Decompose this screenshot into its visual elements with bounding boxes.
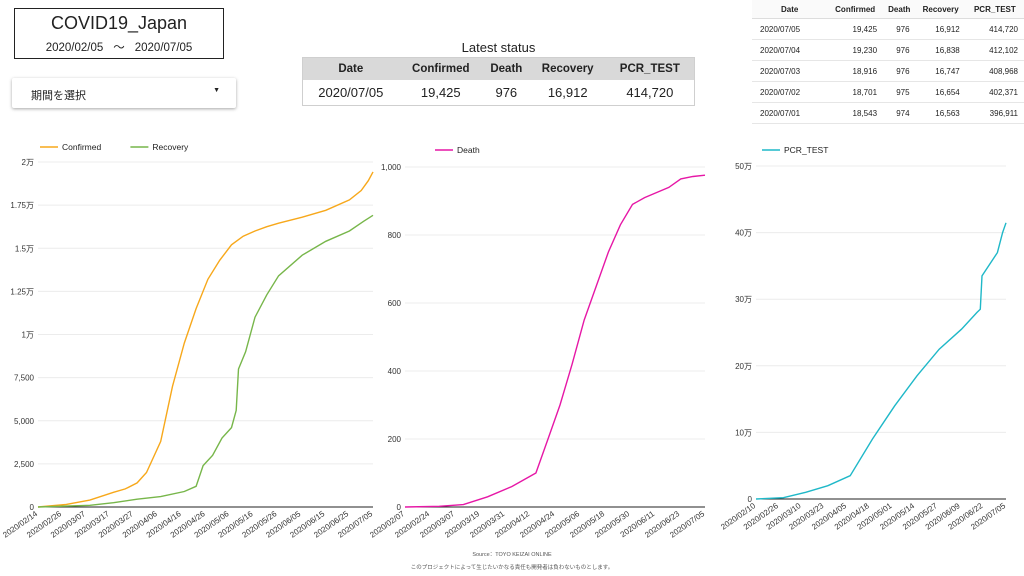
y-tick-label: 30万 [735,295,752,304]
cell-confirmed: 19,230 [827,39,884,61]
cell-recovery: 16,912 [915,18,966,40]
series-line-death[interactable] [404,174,706,508]
date-range: 2020/02/05 〜 2020/07/05 [15,39,223,55]
date-range-end: 2020/07/05 [134,42,193,54]
latest-status-table: Date Confirmed Death Recovery PCR_TEST 2… [302,57,695,106]
cell-date: 2020/07/04 [752,39,828,61]
y-tick-label: 800 [388,231,402,240]
y-tick-label: 2万 [22,158,34,167]
pcr-test-chart[interactable]: 010万20万30万40万50万2020/02/102020/02/262020… [712,128,1022,548]
y-tick-label: 200 [388,435,402,444]
dashboard-title: COVID19_Japan [50,13,188,33]
cell-pcr-test: 412,102 [965,39,1024,61]
y-tick-label: 1万 [22,331,34,340]
cell-recovery: 16,654 [915,81,966,103]
col-header-death[interactable]: Death [482,57,530,80]
cell-pcr-test: 408,968 [965,60,1024,82]
confirmed-recovery-chart[interactable]: 02,5005,0007,5001万1.25万1.5万1.75万2万2020/0… [0,128,374,548]
recent-col-pcr-test[interactable]: PCR_TEST [965,0,1024,19]
latest-pcr-test: 414,720 [626,85,674,100]
cell-confirmed: 18,543 [827,102,884,124]
cell-confirmed: 18,701 [827,81,884,103]
table-row: 2020/07/02 18,701 975 16,654 402,371 [752,81,1024,103]
y-tick-label: 7,500 [14,374,35,383]
recent-col-recovery[interactable]: Recovery [915,0,966,19]
cell-date: 2020/07/03 [752,60,828,82]
table-row: 2020/07/04 19,230 976 16,838 412,102 [752,39,1024,61]
footer-disclaimer: このプロジェクトによって生じたいかなる責任も開発者は負わないものとします。 [410,565,614,571]
date-range-start: 2020/02/05 [45,42,104,54]
date-range-selector[interactable]: 期間を選択 ▼ [12,78,236,108]
legend-label: Recovery [152,142,189,152]
y-tick-label: 600 [388,299,402,308]
y-tick-label: 5,000 [14,417,35,426]
cell-death: 976 [883,60,916,82]
recent-table-header-row: Date Confirmed Death Recovery PCR_TEST [752,0,1024,19]
table-row: 2020/07/03 18,916 976 16,747 408,968 [752,60,1024,82]
cell-confirmed: 18,916 [827,60,884,82]
legend-label: PCR_TEST [784,145,828,155]
recent-days-table: Date Confirmed Death Recovery PCR_TEST 2… [752,0,1024,124]
latest-status-header-row: Date Confirmed Death Recovery PCR_TEST [302,57,695,80]
y-tick-label: 20万 [735,362,752,371]
cell-confirmed: 19,425 [827,18,884,40]
cell-pcr-test: 396,911 [965,102,1024,124]
table-row: 2020/07/05 19,425 976 16,912 414,720 [752,18,1024,40]
footer-source: Source：TOYO KEIZAI ONLINE [472,552,552,558]
col-header-confirmed[interactable]: Confirmed [398,57,483,80]
cell-recovery: 16,563 [915,102,966,124]
dropdown-arrow-icon[interactable]: ▼ [213,87,220,94]
y-tick-label: 400 [388,367,402,376]
y-tick-label: 1.25万 [10,287,34,296]
y-tick-label: 0 [30,503,35,512]
cell-death: 974 [883,102,916,124]
cell-death: 976 [883,18,916,40]
cell-date: 2020/07/01 [752,102,828,124]
y-tick-label: 2,500 [14,460,35,469]
cell-death: 976 [883,39,916,61]
latest-recovery: 16,912 [547,85,588,100]
y-tick-label: 1,000 [381,163,402,172]
latest-status-row: 2020/07/05 19,425 976 16,912 414,720 [303,80,695,106]
cell-pcr-test: 414,720 [965,18,1024,40]
y-tick-label: 10万 [735,428,752,437]
legend-label: Confirmed [62,142,101,152]
cell-death: 975 [883,81,916,103]
latest-status-title: Latest status [461,40,536,55]
table-row: 2020/07/01 18,543 974 16,563 396,911 [752,102,1024,124]
death-chart[interactable]: 02004006008001,0002020/02/072020/02/2420… [368,128,710,548]
col-header-recovery[interactable]: Recovery [529,57,606,80]
date-range-separator: 〜 [113,42,125,54]
col-header-date[interactable]: Date [302,57,399,80]
cell-date: 2020/07/05 [752,18,828,40]
series-line-confirmed[interactable] [37,171,374,508]
y-tick-label: 50万 [735,162,752,171]
col-header-pcr-test[interactable]: PCR_TEST [605,57,695,80]
recent-col-confirmed[interactable]: Confirmed [827,0,884,19]
latest-confirmed: 19,425 [420,85,461,100]
y-tick-label: 1.5万 [15,244,34,253]
recent-col-date[interactable]: Date [752,0,828,19]
recent-col-death[interactable]: Death [883,0,916,19]
latest-date: 2020/07/05 [318,85,384,100]
latest-death: 976 [495,85,518,100]
cell-recovery: 16,838 [915,39,966,61]
dashboard-title-box: COVID19_Japan 2020/02/05 〜 2020/07/05 [14,8,224,59]
y-tick-label: 40万 [735,229,752,238]
date-range-selector-label: 期間を選択 [31,90,86,102]
series-line-pcr-test[interactable] [755,222,1007,500]
legend-label: Death [457,145,480,155]
y-tick-label: 0 [397,503,402,512]
cell-recovery: 16,747 [915,60,966,82]
y-tick-label: 0 [748,495,753,504]
cell-pcr-test: 402,371 [965,81,1024,103]
y-tick-label: 1.75万 [10,201,34,210]
cell-date: 2020/07/02 [752,81,828,103]
series-line-recovery[interactable] [37,214,374,508]
